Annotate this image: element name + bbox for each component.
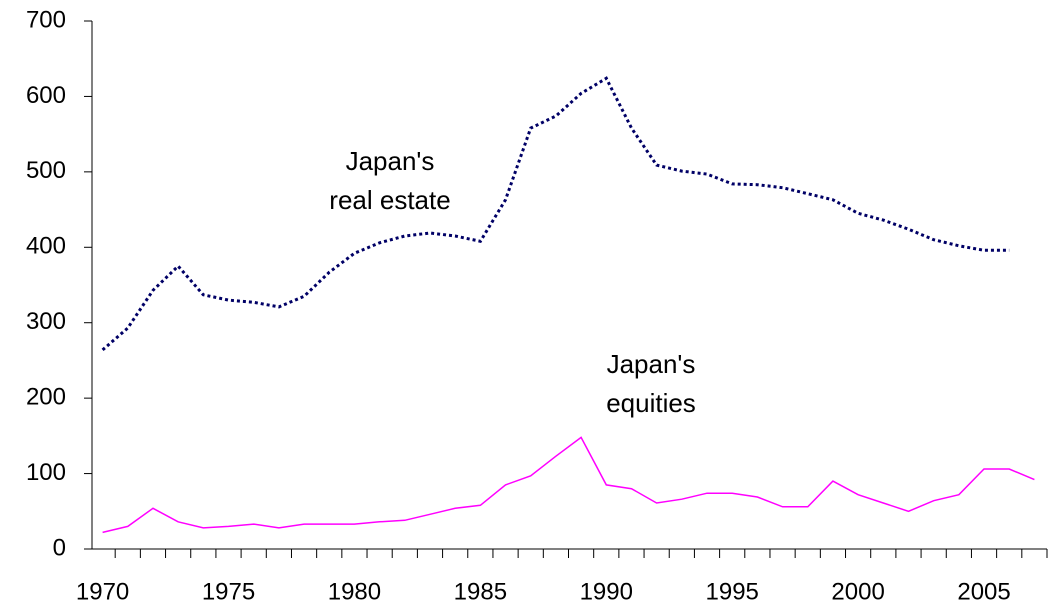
x-tick-label: 2000	[831, 578, 884, 605]
x-tick-label: 1970	[76, 578, 129, 605]
series-line	[102, 436, 1035, 534]
x-tick-label: 1990	[580, 578, 633, 605]
y-tick-label: 100	[26, 459, 66, 486]
x-tick-label: 2005	[957, 578, 1010, 605]
x-tick-label: 1995	[706, 578, 759, 605]
y-tick-label: 500	[26, 157, 66, 184]
y-tick-label: 700	[26, 6, 66, 33]
annotation: Japan's	[346, 146, 435, 176]
annotation: Japan's	[607, 349, 696, 379]
x-tick-label: 1975	[202, 578, 255, 605]
y-tick-label: 300	[26, 308, 66, 335]
annotation: real estate	[329, 185, 450, 215]
annotation: equities	[606, 388, 696, 418]
y-tick-label: 600	[26, 82, 66, 109]
x-tick-label: 1980	[328, 578, 381, 605]
y-tick-label: 200	[26, 383, 66, 410]
series-line	[101, 76, 1010, 352]
x-tick-label: 1985	[454, 578, 507, 605]
y-tick-label: 400	[26, 233, 66, 260]
y-tick-label: 0	[53, 534, 66, 561]
